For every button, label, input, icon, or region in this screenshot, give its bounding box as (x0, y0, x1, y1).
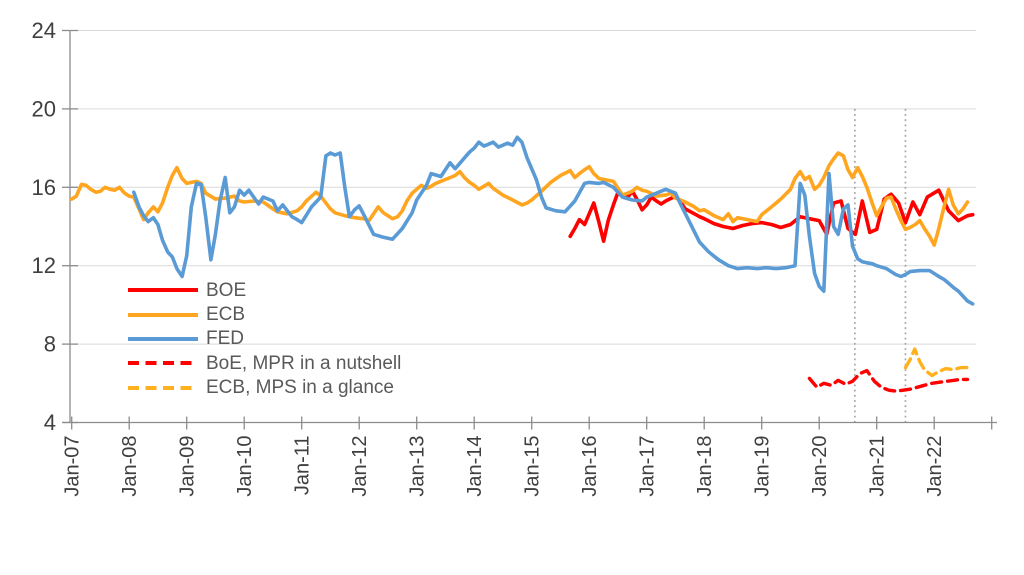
x-axis-tick-label: Jan-08 (119, 436, 141, 497)
legend-item-ecb: ECB, MPS in a glance (128, 376, 401, 400)
x-axis-tick-label: Jan-09 (177, 436, 199, 497)
legend-dashed-line-swatch (128, 361, 198, 366)
x-axis-tick-label: Jan-22 (924, 436, 946, 497)
legend-solid-line-swatch (128, 288, 198, 293)
x-axis-tick-label: Jan-15 (522, 436, 544, 497)
chart-legend: BOE ECB FED BoE, MPR in a nutshell ECB, MPS … (128, 278, 401, 400)
series-line-ecb (903, 347, 970, 378)
y-axis-tick-label: 16 (32, 175, 56, 200)
series-line-boe (807, 368, 970, 393)
x-axis-tick-label: Jan-07 (62, 436, 84, 497)
x-axis-tick-label: Jan-20 (809, 436, 831, 497)
legend-label: ECB (206, 304, 246, 326)
series-line-boe (568, 188, 975, 243)
y-axis-tick-label: 4 (44, 410, 56, 435)
y-axis-tick-label: 24 (32, 18, 56, 43)
series-line-fed (132, 135, 975, 306)
legend-solid-line-swatch (128, 312, 198, 317)
legend-item-boe: BoE, MPR in a nutshell (128, 351, 401, 375)
x-axis-tick-label: Jan-10 (234, 436, 256, 497)
legend-dashed-line-swatch (128, 385, 198, 390)
y-axis-tick-label: 12 (32, 253, 56, 278)
legend-label: BOE (206, 279, 247, 301)
x-axis-tick-label: Jan-17 (637, 436, 659, 497)
legend-label: BoE, MPR in a nutshell (206, 352, 402, 374)
x-axis-tick-label: Jan-11 (292, 436, 314, 496)
x-axis-tick-label: Jan-19 (752, 436, 774, 497)
legend-label: FED (206, 328, 244, 350)
x-axis-tick-label: Jan-16 (579, 436, 601, 497)
legend-item-fed: FED (128, 327, 401, 351)
y-axis-tick-label: 20 (32, 96, 56, 121)
legend-item-ecb: ECB (128, 302, 401, 326)
x-axis-tick-label: Jan-13 (407, 436, 429, 497)
series-line-ecb (69, 151, 970, 247)
x-axis-tick-label: Jan-14 (464, 436, 486, 497)
x-axis-tick-label: Jan-21 (867, 436, 889, 497)
legend-solid-line-swatch (128, 336, 198, 341)
legend-label: ECB, MPS in a glance (206, 377, 394, 399)
x-axis-tick-label: Jan-12 (349, 436, 371, 497)
legend-item-boe: BOE (128, 278, 401, 302)
x-axis-tick-label: Jan-18 (694, 436, 716, 497)
y-axis-tick-label: 8 (44, 332, 56, 357)
